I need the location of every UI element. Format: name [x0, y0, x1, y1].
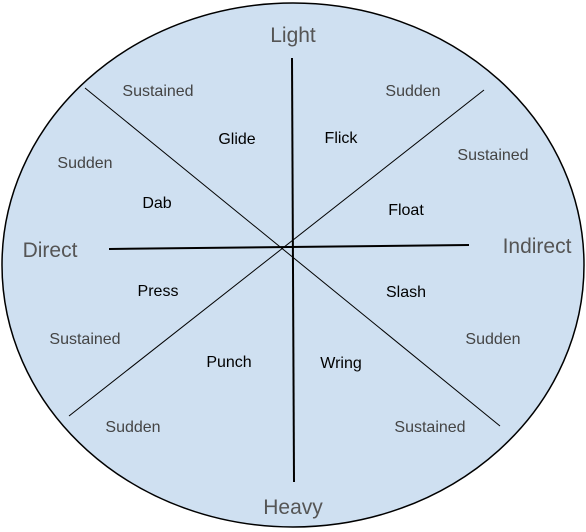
speed-label-upper-right: Sustained	[457, 147, 528, 164]
axis-label-indirect: Indirect	[503, 235, 572, 258]
axis-label-direct: Direct	[23, 239, 78, 262]
speed-label-top-right: Sudden	[385, 83, 440, 100]
action-label-glide: Glide	[218, 131, 255, 148]
action-label-slash: Slash	[386, 284, 426, 301]
action-label-wring: Wring	[320, 355, 362, 372]
diagonal-line-tr-bl	[68, 89, 485, 417]
speed-label-top-left: Sustained	[122, 83, 193, 100]
horizontal-axis-line	[108, 244, 470, 250]
action-label-float: Float	[388, 202, 424, 219]
speed-label-bottom-left: Sudden	[105, 419, 160, 436]
action-label-press: Press	[138, 283, 179, 300]
action-label-flick: Flick	[325, 130, 359, 147]
action-label-punch: Punch	[206, 354, 251, 371]
speed-label-lower-right: Sudden	[465, 331, 520, 348]
speed-label-upper-left: Sudden	[57, 155, 112, 172]
action-label-dab: Dab	[142, 195, 171, 212]
vertical-axis-line	[291, 57, 295, 483]
speed-label-lower-left: Sustained	[49, 331, 120, 348]
speed-label-bottom-right: Sustained	[394, 419, 465, 436]
axis-label-heavy: Heavy	[263, 496, 323, 519]
diagonal-line-tl-br	[84, 87, 501, 427]
axis-label-light: Light	[270, 24, 316, 47]
